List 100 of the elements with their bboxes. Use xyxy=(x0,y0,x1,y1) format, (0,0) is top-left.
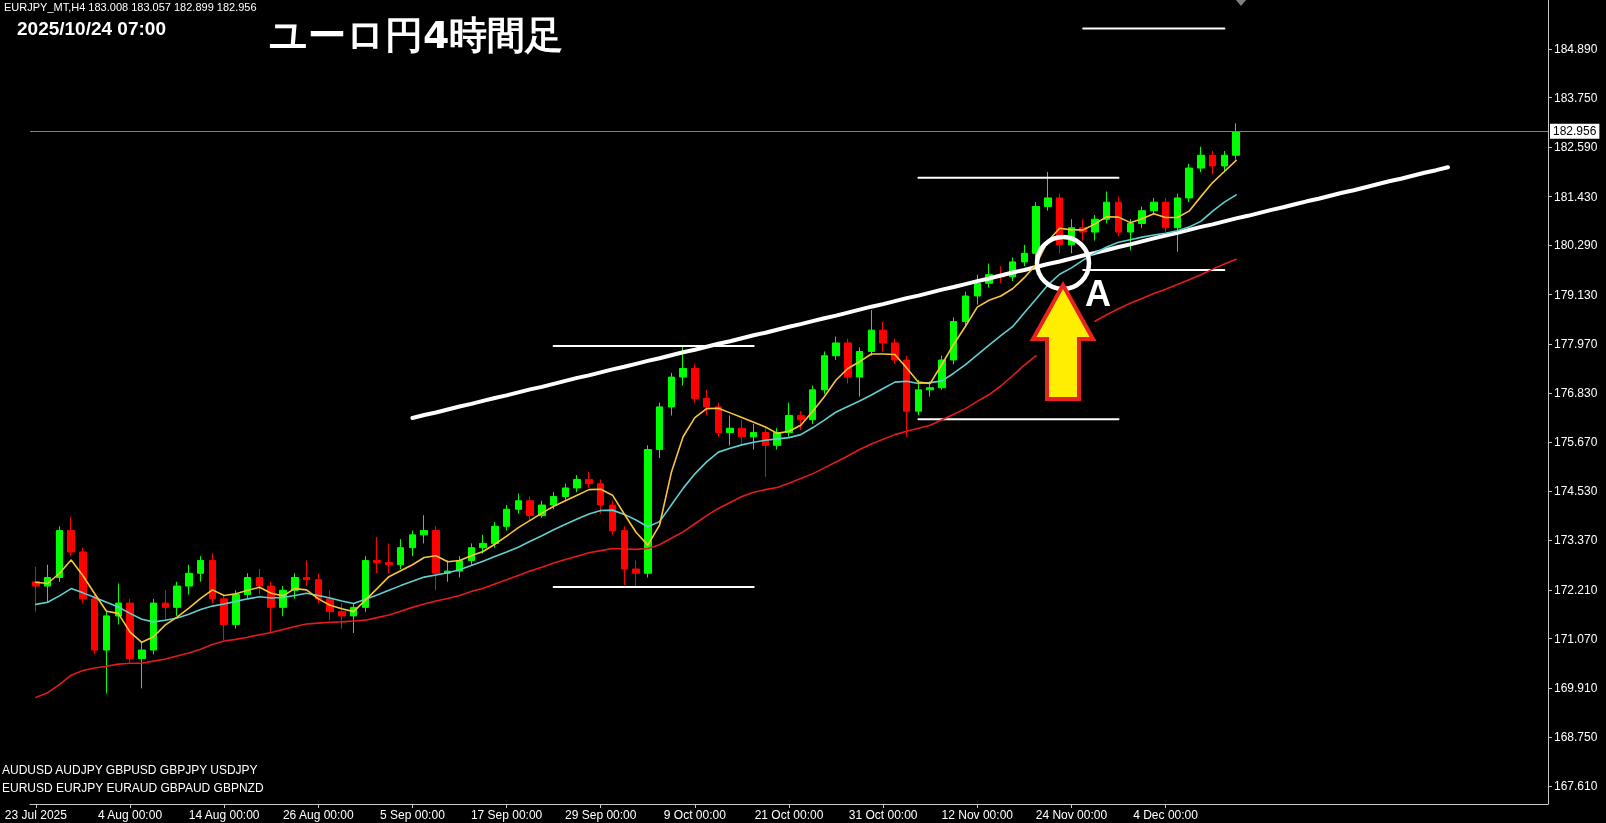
candlestick xyxy=(550,491,557,510)
candlestick xyxy=(832,336,840,361)
candlestick xyxy=(1185,163,1193,203)
x-tick-label: 31 Oct 00:00 xyxy=(848,808,918,822)
chart-title: ユーロ円4時間足 xyxy=(269,13,564,57)
y-tick-label: 175.670 xyxy=(1554,435,1598,450)
candlestick xyxy=(373,536,381,574)
candlestick xyxy=(844,338,852,384)
y-tick-label: 176.830 xyxy=(1554,385,1598,400)
candlestick xyxy=(738,419,746,446)
x-tick-label: 4 Aug 00:00 xyxy=(97,808,163,822)
candlestick xyxy=(150,598,157,655)
annotation: EURJPY_MT,H4 183.008 183.057 182.899 182.956 xyxy=(4,0,257,13)
candlestick xyxy=(197,555,204,583)
candlestick xyxy=(1174,193,1181,253)
x-tick-label: 23 Jul 2025 xyxy=(4,808,68,822)
candlestick xyxy=(409,530,416,557)
candlestick xyxy=(762,427,769,478)
candlestick xyxy=(1103,191,1110,224)
candlestick xyxy=(679,346,687,387)
candlestick xyxy=(691,363,699,404)
line-series xyxy=(410,165,1450,420)
candlestick xyxy=(479,534,487,555)
candlestick xyxy=(256,568,263,596)
candlestick xyxy=(1021,244,1028,267)
candlestick xyxy=(32,566,40,613)
candlestick xyxy=(1221,150,1228,173)
candlestick xyxy=(1232,122,1240,161)
y-tick-label: 171.070 xyxy=(1554,631,1598,646)
candlestick xyxy=(926,380,934,398)
candlestick xyxy=(362,555,369,613)
candlestick xyxy=(868,309,875,357)
x-tick-label: 29 Sep 00:00 xyxy=(565,808,637,822)
y-tick-label: 183.750 xyxy=(1554,90,1598,105)
candlestick xyxy=(232,589,240,630)
candlestick xyxy=(785,402,793,438)
candlestick xyxy=(397,538,404,570)
candlestick xyxy=(950,316,957,365)
candlestick xyxy=(656,402,663,459)
candlestick xyxy=(126,598,134,664)
candlestick xyxy=(185,564,193,596)
x-tick-label: 9 Oct 00:00 xyxy=(663,808,727,822)
candlestick xyxy=(244,572,251,600)
candlestick xyxy=(726,414,734,446)
candlestick xyxy=(609,500,616,536)
candlestick xyxy=(1162,197,1169,233)
candlestick xyxy=(303,559,310,587)
text: 2025/10/24 07:00 xyxy=(17,18,166,39)
y-tick-label: 174.530 xyxy=(1554,483,1598,498)
x-tick-label: 4 Dec 00:00 xyxy=(1133,808,1199,822)
candlestick xyxy=(915,379,922,416)
ref-line-label: 182.956 xyxy=(1553,124,1597,139)
annotation: A xyxy=(1085,272,1111,314)
annotation: AUDUSD AUDJPY GBPUSD GBPJPY USDJPY xyxy=(2,763,258,777)
candlestick xyxy=(67,516,75,557)
candlestick xyxy=(573,474,581,493)
candlestick xyxy=(56,525,63,583)
x-tick-label: 24 Nov 00:00 xyxy=(1035,808,1108,822)
candlestick xyxy=(338,602,346,630)
x-tick-label: 21 Oct 00:00 xyxy=(754,808,824,822)
candlestick xyxy=(703,389,710,416)
candlestick xyxy=(1150,197,1158,216)
candlestick xyxy=(1197,146,1205,173)
x-tick-label: 12 Nov 00:00 xyxy=(941,808,1014,822)
y-tick-label: 167.610 xyxy=(1554,779,1598,794)
y-tick-label: 179.130 xyxy=(1554,287,1598,302)
candlestick xyxy=(138,640,146,689)
y-tick-label: 172.210 xyxy=(1554,582,1598,597)
candlestick xyxy=(585,471,593,489)
y-tick-label: 168.750 xyxy=(1554,730,1598,745)
candlestick xyxy=(668,372,675,416)
candlestick xyxy=(821,350,828,395)
candlestick xyxy=(715,402,722,438)
y-tick-label: 177.970 xyxy=(1554,337,1598,352)
candlestick xyxy=(1209,150,1216,175)
x-tick-label: 5 Sep 00:00 xyxy=(380,808,446,822)
candlestick xyxy=(903,355,910,438)
x-tick-label: 26 Aug 00:00 xyxy=(282,808,354,822)
candlestick xyxy=(797,410,805,431)
candlestick xyxy=(526,495,534,521)
candlestick xyxy=(879,321,887,352)
candlestick xyxy=(209,552,216,604)
candlestick xyxy=(856,346,863,398)
candlestick xyxy=(621,525,628,586)
candlestick xyxy=(1044,171,1052,212)
candlestick xyxy=(503,504,510,532)
candlestick xyxy=(420,514,428,544)
candlestick xyxy=(220,594,228,641)
candlestick xyxy=(385,542,393,574)
candlestick xyxy=(173,581,181,617)
candlestick xyxy=(162,589,169,621)
candlestick xyxy=(432,525,440,591)
candlestick xyxy=(1115,196,1122,237)
candlestick xyxy=(103,611,110,695)
candlestick xyxy=(562,483,569,502)
candlestick xyxy=(1032,201,1040,259)
candlestick xyxy=(962,291,969,327)
candlestick xyxy=(644,444,652,579)
candlestick xyxy=(750,423,757,451)
candlestick xyxy=(515,492,522,515)
